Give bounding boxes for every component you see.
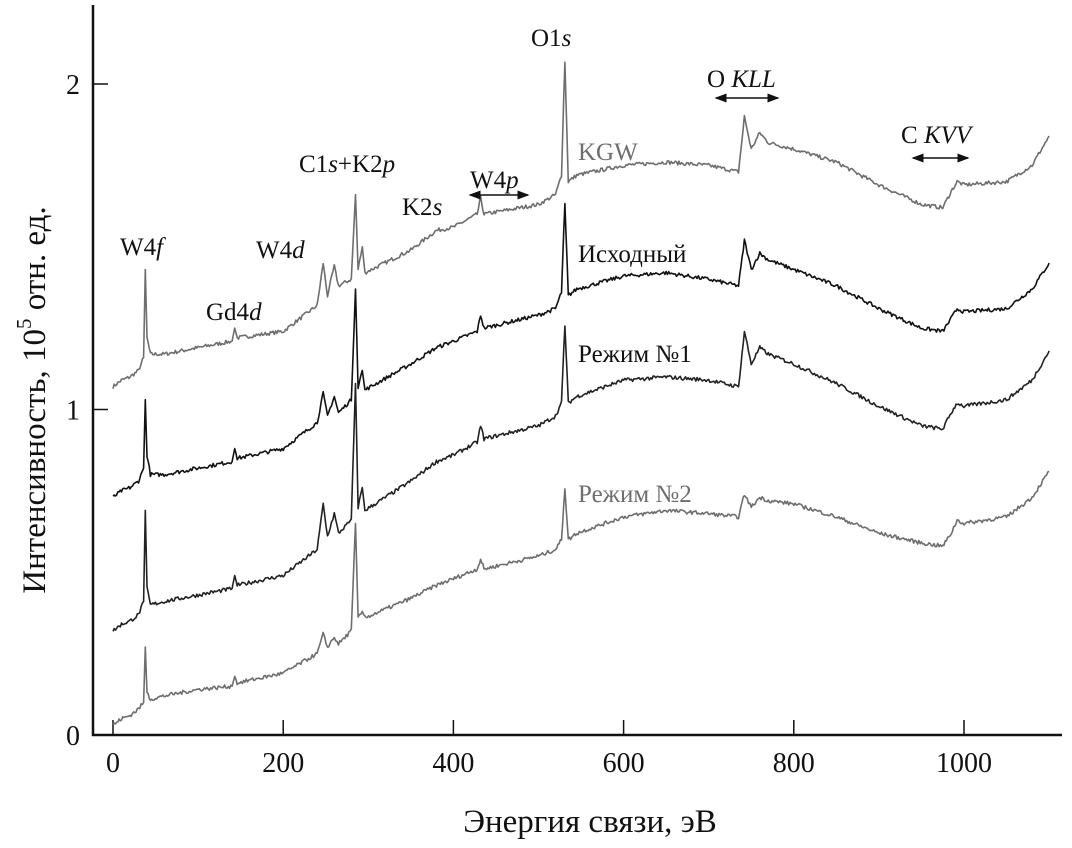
series-line-1	[112, 202, 1050, 497]
x-axis-title: Энергия связи, эВ	[463, 804, 717, 840]
series-line-0	[112, 61, 1050, 389]
annotation-w4f: W4f	[120, 234, 166, 261]
axes	[91, 5, 1062, 737]
annotation-w4d: W4d	[256, 237, 305, 264]
annotation-w4p: W4p	[470, 167, 519, 194]
y-axis-title: Интенсивность, 105 отн. ед.	[12, 206, 53, 593]
series-line-2	[112, 325, 1050, 632]
series-label-ishodny: Исходный	[578, 241, 686, 268]
x-tick-label: 600	[603, 748, 645, 779]
y-tick-label: 2	[66, 70, 80, 101]
x-tick-label: 1000	[936, 748, 992, 779]
series-line-3	[112, 470, 1050, 726]
series-label-kgw: KGW	[578, 139, 638, 166]
x-tick-label: 200	[262, 748, 304, 779]
y-tick-label: 1	[66, 396, 80, 427]
annotation-ckvv: C KVV	[901, 122, 974, 149]
series-label-rezhim2: Режим №2	[578, 481, 692, 508]
annotation-okll: O KLL	[707, 66, 776, 93]
x-tick-label: 0	[106, 748, 120, 779]
annotation-o1s: O1s	[531, 25, 571, 52]
y-tick-label: 0	[66, 721, 80, 752]
series-label-rezhim1: Режим №1	[578, 341, 692, 368]
annotation-c1s-k2p: C1s+K2p	[299, 151, 395, 178]
x-tick-label: 800	[773, 748, 815, 779]
annotation-gd4d: Gd4d	[206, 299, 262, 326]
annotation-k2s: K2s	[402, 194, 442, 221]
x-tick-label: 400	[432, 748, 474, 779]
